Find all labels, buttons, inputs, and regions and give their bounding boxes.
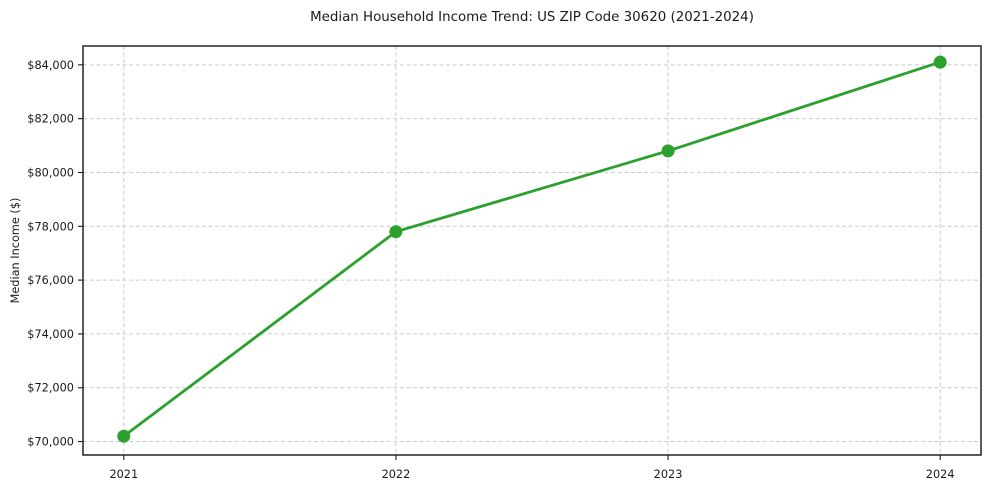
- data-point-marker: [117, 429, 131, 443]
- x-tick-label: 2022: [382, 468, 411, 481]
- trend-line: [122, 60, 942, 438]
- x-tick-label: 2021: [109, 468, 138, 481]
- y-tick-label: $70,000: [27, 436, 74, 449]
- plot-border: [82, 45, 982, 456]
- y-tick-label: $84,000: [27, 59, 74, 72]
- y-tick-label: $78,000: [27, 220, 74, 233]
- income-series: [117, 55, 947, 443]
- y-tick-label: $82,000: [27, 113, 74, 126]
- chart-title: Median Household Income Trend: US ZIP Co…: [310, 10, 754, 25]
- data-point-marker: [389, 225, 403, 239]
- y-axis-label: Median Income ($): [9, 198, 22, 304]
- y-tick-label: $74,000: [27, 328, 74, 341]
- gridlines: [83, 46, 981, 455]
- x-tick-label: 2023: [654, 468, 683, 481]
- x-tick-label: 2024: [926, 468, 955, 481]
- axis-ticks: $70,000 $72,000 $74,000 $76,000 $78,000 $80,0…: [27, 59, 954, 481]
- data-point-marker: [933, 55, 947, 69]
- y-tick-label: $72,000: [27, 382, 74, 395]
- y-tick-label: $80,000: [27, 166, 74, 179]
- y-tick-label: $76,000: [27, 274, 74, 287]
- data-point-marker: [661, 144, 675, 158]
